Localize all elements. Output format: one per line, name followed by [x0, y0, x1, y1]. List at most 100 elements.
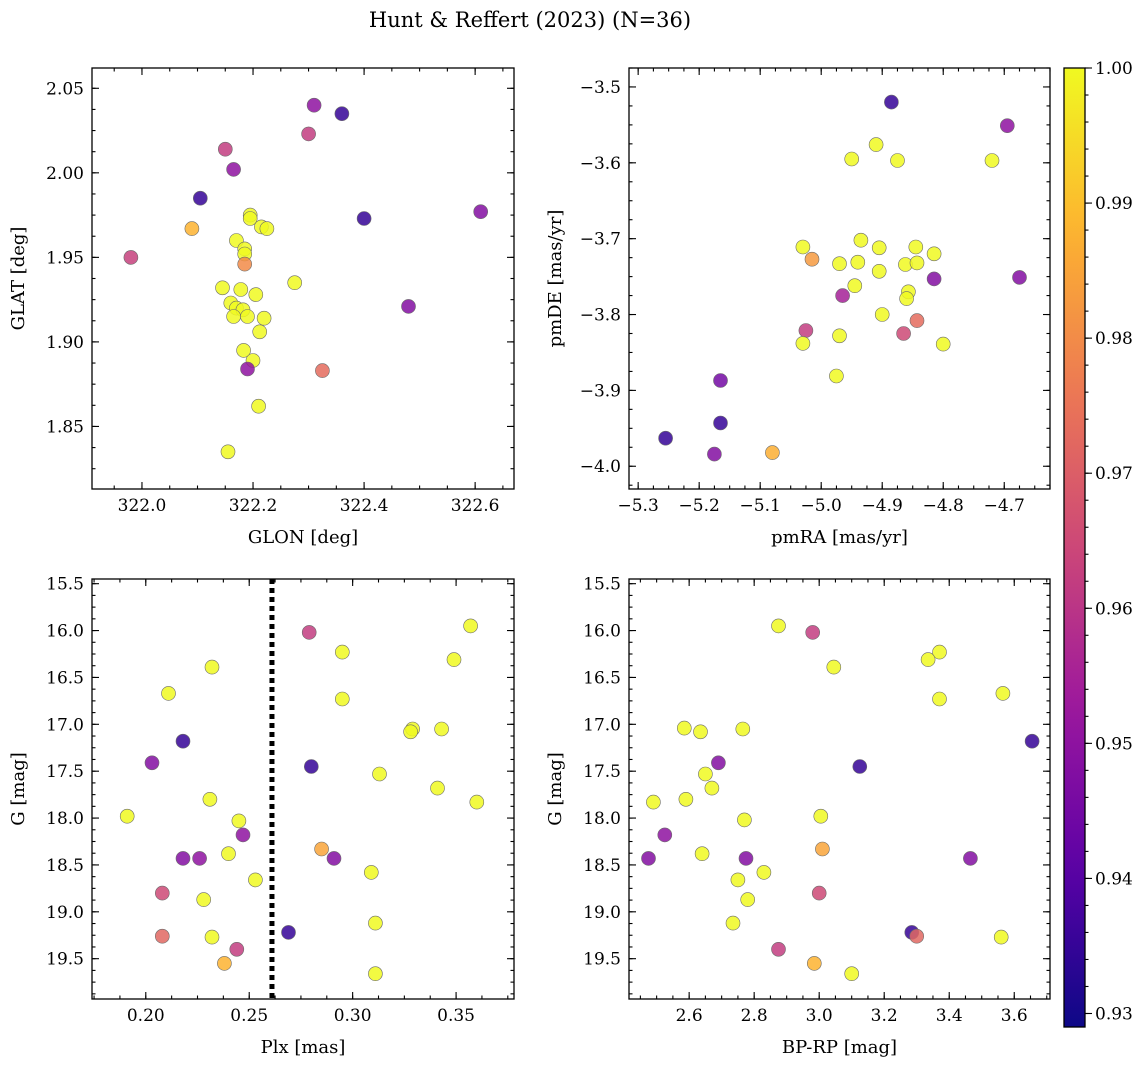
- scatter-point: [226, 162, 241, 177]
- scatter-point: [368, 915, 383, 931]
- scatter-point: [909, 928, 925, 944]
- scatter-point: [676, 720, 692, 736]
- scatter-point: [735, 721, 751, 737]
- x-tick-label: −5.2: [679, 496, 720, 516]
- scatter-point: [835, 288, 850, 303]
- scatter-point: [235, 827, 251, 843]
- scatter-point: [463, 618, 478, 634]
- x-tick-label: −5.0: [801, 496, 842, 516]
- scatter-point: [908, 239, 924, 255]
- scatter-point: [999, 118, 1015, 133]
- y-tick-label: 16.5: [46, 668, 84, 688]
- colorbar-tick-label: 0.98: [1095, 329, 1133, 349]
- x-tick-label: 322.2: [229, 496, 278, 516]
- scatter-point: [334, 106, 350, 121]
- scatter-point: [771, 941, 786, 957]
- scatter-point: [315, 363, 330, 378]
- scatter-point: [935, 336, 951, 352]
- scatter-point: [832, 256, 847, 272]
- scatter-point: [829, 368, 844, 384]
- panel-pmra-pmde: −5.3 −5.2 −5.1 −5.0 −4.9 −4.8 −4.7 −4.0 −3.9 −3.8…: [545, 67, 1051, 548]
- x-tick-label: 3.4: [936, 1006, 963, 1026]
- scatter-point: [192, 851, 207, 866]
- scatter-point: [287, 275, 303, 291]
- scatter-point: [847, 278, 863, 294]
- scatter-point: [236, 343, 251, 358]
- scatter-point: [806, 956, 822, 971]
- x-axis-label: Plx [mas]: [261, 1037, 346, 1058]
- scatter-point: [805, 625, 821, 640]
- x-axis-label: pmRA [mas/yr]: [771, 527, 908, 548]
- scatter-point: [926, 271, 942, 287]
- y-tick-label: 19.5: [583, 950, 621, 970]
- x-axis-label: GLON [deg]: [248, 527, 358, 548]
- scatter-point: [713, 415, 728, 431]
- scatter-point: [698, 766, 713, 782]
- scatter-point: [871, 263, 887, 279]
- y-tick-label: 2.00: [46, 164, 84, 184]
- scatter-point: [334, 691, 350, 707]
- scatter-point: [730, 872, 746, 888]
- scatter-point: [217, 956, 232, 971]
- x-tick-label: 0.25: [230, 1006, 268, 1026]
- y-tick-label: 17.0: [583, 715, 621, 735]
- scatter-point: [711, 755, 726, 771]
- scatter-point: [795, 239, 811, 255]
- scatter-point: [215, 280, 230, 296]
- scatter-point: [473, 204, 489, 219]
- scatter-points: [641, 618, 1040, 982]
- scatter-point: [237, 256, 252, 272]
- scatter-point: [469, 794, 485, 810]
- scatter-point: [909, 255, 925, 271]
- scatter-point: [184, 221, 200, 236]
- scatter-point: [871, 240, 887, 256]
- scatter-point: [740, 892, 756, 907]
- scatter-point: [368, 966, 383, 982]
- y-axis-label: pmDE [mas/yr]: [545, 210, 566, 348]
- scatter-point: [798, 323, 814, 338]
- y-tick-label: 19.5: [46, 950, 84, 970]
- scatter-point: [326, 851, 342, 866]
- y-tick-label: 19.0: [583, 903, 621, 923]
- scatter-point: [175, 733, 191, 749]
- scatter-point: [693, 724, 708, 740]
- panel-bprp-g: 2.6 2.8 3.0 3.2 3.4 3.6 15.5 16.0 16.5 17.0 17.5 18…: [545, 575, 1051, 1058]
- scatter-point: [868, 137, 884, 152]
- scatter-points: [658, 94, 1027, 462]
- scatter-point: [795, 336, 811, 351]
- y-tick-label: 1.85: [46, 417, 84, 437]
- ticks: [92, 68, 514, 489]
- scatter-point: [1012, 270, 1027, 285]
- scatter-point: [884, 94, 899, 110]
- y-tick-label: 18.5: [583, 856, 621, 876]
- y-axis-label: G [mag]: [545, 752, 566, 825]
- x-tick-label: −4.9: [862, 496, 903, 516]
- x-tick-label: 322.0: [118, 496, 167, 516]
- scatter-point: [401, 299, 416, 314]
- figure-title: Hunt & Reffert (2023) (N=36): [369, 8, 691, 32]
- scatter-point: [372, 766, 387, 782]
- y-tick-label: −3.7: [580, 230, 621, 250]
- y-axis-label: GLAT [deg]: [8, 227, 29, 331]
- x-tick-label: 0.35: [437, 1006, 475, 1026]
- scatter-point: [218, 141, 233, 157]
- scatter-point: [144, 755, 160, 771]
- scatter-point: [256, 310, 272, 326]
- scatter-point: [932, 644, 947, 660]
- scatter-point: [899, 291, 914, 306]
- y-tick-label: 1.90: [46, 333, 84, 353]
- scatter-point: [932, 691, 947, 707]
- scatter-point: [771, 618, 786, 634]
- x-tick-label: 3.6: [1001, 1006, 1028, 1026]
- scatter-point: [314, 841, 329, 857]
- scatter-point: [430, 780, 445, 796]
- y-tick-label: 17.5: [46, 762, 84, 782]
- scatter-point: [363, 865, 379, 880]
- scatter-point: [920, 652, 936, 667]
- scatter-point: [813, 808, 829, 824]
- x-axis-label: BP-RP [mag]: [782, 1037, 897, 1058]
- colorbar-tick-label: 1.00: [1095, 59, 1133, 79]
- scatter-point: [123, 250, 139, 265]
- panel-glon-glat: 322.0 322.2 322.4 322.6 1.85 1.90 1.95 2.00 2.05…: [8, 67, 515, 548]
- scatter-point: [202, 791, 218, 807]
